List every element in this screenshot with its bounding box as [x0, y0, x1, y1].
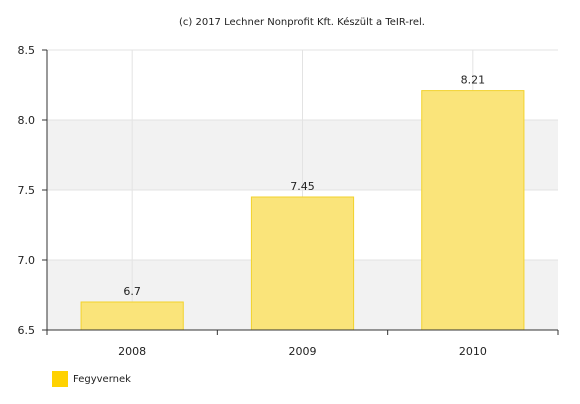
data-labels: 6.7 7.45 8.21 — [123, 74, 485, 298]
y-tick-label: 7.5 — [18, 184, 36, 197]
data-label: 6.7 — [123, 285, 141, 298]
credit-text: (c) 2017 Lechner Nonprofit Kft. Készült … — [179, 16, 425, 28]
legend: Fegyvernek — [52, 371, 131, 387]
x-tick-label: 2010 — [459, 345, 487, 358]
legend-swatch — [52, 371, 68, 387]
y-tick-label: 8.5 — [18, 44, 36, 57]
bars — [80, 90, 525, 331]
y-tick-label: 7.0 — [18, 254, 36, 267]
bar — [421, 90, 525, 331]
legend-label: Fegyvernek — [73, 373, 131, 385]
data-label: 7.45 — [290, 180, 315, 193]
data-label: 8.21 — [461, 74, 486, 87]
bar — [80, 301, 184, 331]
y-tick-label: 8.0 — [18, 114, 36, 127]
axes — [42, 49, 559, 335]
x-tick-label: 2009 — [289, 345, 317, 358]
y-tick-label: 6.5 — [18, 324, 36, 337]
bar — [250, 196, 355, 331]
x-tick-labels: 2008 2009 2010 — [118, 345, 487, 358]
x-tick-label: 2008 — [118, 345, 146, 358]
y-tick-labels: 6.5 7.0 7.5 8.0 8.5 — [18, 44, 36, 337]
